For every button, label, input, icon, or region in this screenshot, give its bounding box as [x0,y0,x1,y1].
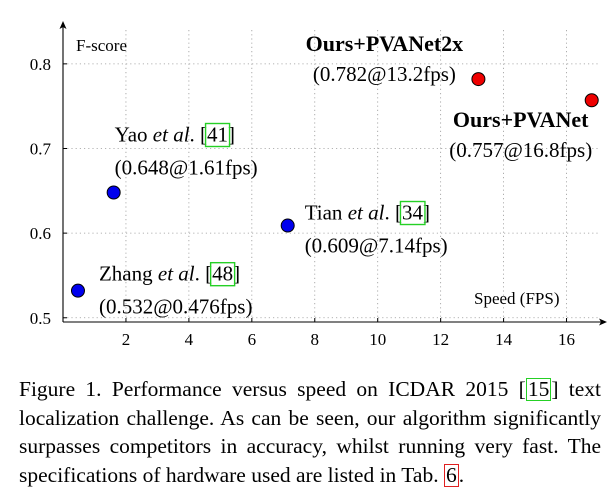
caption-text-1: Performance versus speed on ICDAR 2015 [ [101,377,526,401]
point-value-label-4: (0.757@16.8fps) [449,138,592,162]
y-tick-label: 0.8 [30,55,51,74]
x-tick-label: 2 [122,330,131,349]
point-value-label-0: (0.532@0.476fps) [99,295,253,319]
figure-caption: Figure 1. Performance versus speed on IC… [19,375,601,489]
x-tick-label: 16 [558,330,575,349]
point-name-italic: et al [158,262,195,286]
ref-bracket-open: [ [200,123,207,147]
data-point-0 [70,283,85,298]
x-tick-label: 4 [185,330,194,349]
figure-label: Figure 1. [19,377,102,401]
point-name-italic: et al [153,123,190,147]
data-point-1 [106,185,121,200]
ref-bracket-close: ] [228,123,235,147]
table-reference-link[interactable]: 6 [443,462,459,487]
data-point-2 [280,218,295,233]
data-point-4 [584,93,599,108]
point-name-label-4: Ours+PVANet [453,107,589,132]
citation-link-15[interactable]: 15 [525,377,552,401]
caption-text-3: . [458,462,465,487]
ref-bracket-open: [ [205,262,212,286]
data-point-3 [471,72,486,87]
point-value-label-1: (0.648@1.61fps) [115,156,258,180]
y-axis-arrow-icon [59,21,67,29]
point-value-label-2: (0.609@7.14fps) [305,234,448,258]
citation-ref-48[interactable]: 48 [212,262,233,286]
y-tick-label: 0.5 [30,309,51,328]
citation-ref-34[interactable]: 34 [402,201,424,225]
citation-box [399,200,426,226]
grid-lines [63,30,598,322]
y-tick-label: 0.6 [30,224,51,243]
citation-box [209,261,236,287]
y-axis-label: F-score [76,36,127,55]
caption-text-2: ] text localization challenge. As can be… [19,377,601,487]
x-tick-label: 6 [248,330,257,349]
x-tick-label: 8 [311,330,320,349]
point-name-label-2: Tian et al. [34] [305,201,430,225]
point-name-suffix: . [190,123,201,147]
tick-labels: 2 4 6 8 10 12 14 16 0.5 0.6 0.7 0.8 [30,55,575,349]
point-name-text: Yao [115,123,153,147]
point-name-suffix: . [384,201,395,225]
y-tick-label: 0.7 [30,139,52,158]
x-axis-label: Speed (FPS) [474,289,559,308]
point-name-suffix: . [195,262,206,286]
point-name-italic: et al [348,201,385,225]
citation-ref-41[interactable]: 41 [207,123,228,147]
ref-bracket-close: ] [423,201,430,225]
x-tick-label: 12 [432,330,449,349]
point-name-text: Tian [305,201,348,225]
x-tick-label: 10 [369,330,386,349]
data-points [70,72,599,298]
x-axis-arrow-icon [599,318,607,326]
ref-bracket-close: ] [233,262,240,286]
point-name-label-1: Yao et al. [41] [115,123,235,147]
citation-box [204,122,231,148]
axes [59,21,607,326]
point-name-label-3: Ours+PVANet2x [306,31,464,56]
point-name-label-0: Zhang et al. [48] [99,262,240,286]
x-tick-label: 14 [495,330,513,349]
point-name-text: Zhang [99,262,158,286]
point-labels: Zhang et al. [48] (0.532@0.476fps) Yao et … [99,31,592,319]
scatter-chart: 2 4 6 8 10 12 14 16 0.5 0.6 0.7 0.8 F-score Speed (… [30,21,607,349]
point-value-label-3: (0.782@13.2fps) [313,62,456,86]
ref-bracket-open: [ [395,201,402,225]
